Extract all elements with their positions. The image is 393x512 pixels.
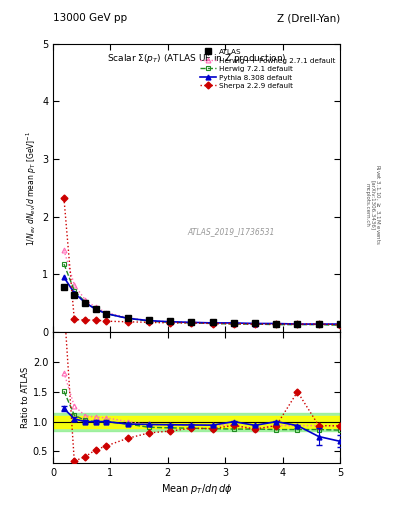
Herwig++ Powheg 2.7.1 default [93,304,98,310]
Text: [arXiv:1306.3436]: [arXiv:1306.3436] [370,180,375,230]
Text: ATLAS_2019_I1736531: ATLAS_2019_I1736531 [187,227,275,236]
Bar [53,416,340,428]
Y-axis label: Ratio to ATLAS: Ratio to ATLAS [21,367,30,429]
X-axis label: Mean $p_T/d\eta\,d\phi$: Mean $p_T/d\eta\,d\phi$ [161,482,232,497]
Line: Pythia 8.308 default: Pythia 8.308 default [62,275,342,327]
Pythia 8.308 default [147,317,151,324]
Herwig 7.2.1 default [274,322,279,328]
Herwig 7.2.1 default [147,318,151,324]
Herwig++ Powheg 2.7.1 default [210,320,215,326]
Sherpa 2.2.9 default [83,317,88,323]
Sherpa 2.2.9 default [274,321,279,327]
Herwig 7.2.1 default [253,321,257,327]
Herwig++ Powheg 2.7.1 default [253,321,257,327]
Pythia 8.308 default [83,300,88,306]
Herwig 7.2.1 default [168,319,173,326]
Pythia 8.308 default [62,274,66,281]
Herwig 7.2.1 default [189,320,194,326]
Herwig 7.2.1 default [72,288,77,294]
Pythia 8.308 default [104,311,109,317]
Sherpa 2.2.9 default [295,321,300,327]
Pythia 8.308 default [93,306,98,312]
Y-axis label: $1/N_{ev}$ $dN_{ev}/d$ mean $p_T$ [GeV]$^{-1}$: $1/N_{ev}$ $dN_{ev}/d$ mean $p_T$ [GeV]$… [25,130,39,246]
Text: 13000 GeV pp: 13000 GeV pp [53,13,127,23]
Sherpa 2.2.9 default [72,316,77,323]
Pythia 8.308 default [125,315,130,322]
Sherpa 2.2.9 default [168,320,173,326]
Herwig 7.2.1 default [104,311,109,317]
Pythia 8.308 default [316,321,321,327]
Text: mcplots.cern.ch: mcplots.cern.ch [365,183,369,227]
Sherpa 2.2.9 default [316,321,321,327]
Pythia 8.308 default [253,321,257,327]
Herwig++ Powheg 2.7.1 default [274,321,279,327]
Pythia 8.308 default [338,321,342,327]
Sherpa 2.2.9 default [62,195,66,201]
Herwig 7.2.1 default [125,315,130,322]
Herwig++ Powheg 2.7.1 default [62,247,66,253]
Bar [53,413,340,431]
Sherpa 2.2.9 default [210,321,215,327]
Pythia 8.308 default [168,318,173,325]
Herwig++ Powheg 2.7.1 default [104,309,109,315]
Pythia 8.308 default [210,320,215,326]
Sherpa 2.2.9 default [125,318,130,325]
Herwig 7.2.1 default [83,299,88,305]
Pythia 8.308 default [189,319,194,326]
Herwig 7.2.1 default [338,322,342,328]
Herwig 7.2.1 default [62,261,66,267]
Herwig++ Powheg 2.7.1 default [338,322,342,328]
Line: Herwig++ Powheg 2.7.1 default: Herwig++ Powheg 2.7.1 default [62,248,342,327]
Herwig 7.2.1 default [316,322,321,328]
Pythia 8.308 default [72,290,77,296]
Sherpa 2.2.9 default [104,318,109,324]
Herwig++ Powheg 2.7.1 default [147,317,151,324]
Herwig 7.2.1 default [231,321,236,327]
Herwig 7.2.1 default [295,322,300,328]
Herwig++ Powheg 2.7.1 default [316,321,321,327]
Pythia 8.308 default [231,320,236,326]
Pythia 8.308 default [274,321,279,327]
Pythia 8.308 default [295,321,300,327]
Text: Scalar $\Sigma(p_T)$ (ATLAS UE in Z production): Scalar $\Sigma(p_T)$ (ATLAS UE in Z prod… [107,52,286,65]
Herwig++ Powheg 2.7.1 default [231,321,236,327]
Herwig++ Powheg 2.7.1 default [83,297,88,303]
Herwig++ Powheg 2.7.1 default [168,318,173,325]
Sherpa 2.2.9 default [338,322,342,328]
Herwig++ Powheg 2.7.1 default [295,321,300,327]
Sherpa 2.2.9 default [93,317,98,323]
Herwig 7.2.1 default [93,306,98,312]
Herwig++ Powheg 2.7.1 default [189,319,194,326]
Line: Sherpa 2.2.9 default: Sherpa 2.2.9 default [62,196,342,327]
Text: Rivet 3.1.10, $\geq$ 3.1M events: Rivet 3.1.10, $\geq$ 3.1M events [374,164,382,245]
Line: Herwig 7.2.1 default: Herwig 7.2.1 default [62,262,342,328]
Legend: ATLAS, Herwig++ Powheg 2.7.1 default, Herwig 7.2.1 default, Pythia 8.308 default: ATLAS, Herwig++ Powheg 2.7.1 default, He… [198,47,336,91]
Herwig++ Powheg 2.7.1 default [72,282,77,288]
Sherpa 2.2.9 default [231,321,236,327]
Herwig 7.2.1 default [210,321,215,327]
Text: Z (Drell-Yan): Z (Drell-Yan) [277,13,340,23]
Sherpa 2.2.9 default [189,320,194,326]
Sherpa 2.2.9 default [253,321,257,327]
Herwig++ Powheg 2.7.1 default [125,315,130,321]
Sherpa 2.2.9 default [147,319,151,326]
